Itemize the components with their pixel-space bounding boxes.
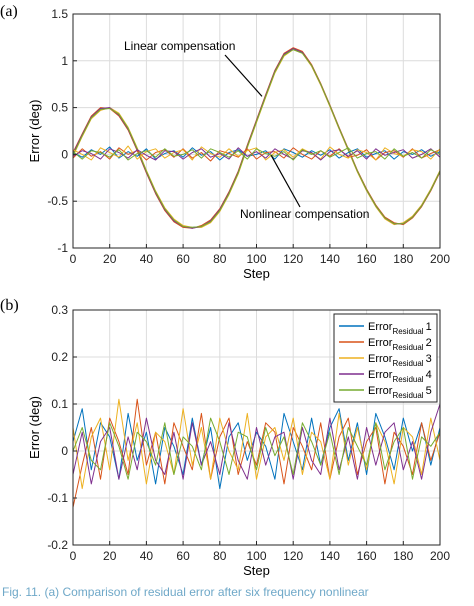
panel-b-y-tick-label: -0.1: [47, 491, 68, 505]
panel-a-label: (a): [0, 3, 18, 20]
panel-b-legend-entry: ErrorResidual 3: [368, 353, 432, 368]
figure-caption: Fig. 11. (a) Comparison of residual erro…: [2, 585, 369, 599]
panel-b-legend-entry: ErrorResidual 5: [368, 385, 432, 400]
panel-b: (b) 0 20 40 60 80 100 120 140 160 180 200 -0.2 -0.1 0…: [0, 297, 450, 578]
panel-a-y-tick-label: 0.5: [51, 101, 68, 115]
panel-a-y-tick-label: 1.5: [51, 7, 68, 21]
panel-b-series-line-2: [72, 398, 441, 508]
panel-a-y-axis-label: Error (deg): [27, 100, 42, 163]
panel-a-series-line-9: [72, 147, 441, 161]
panel-a-x-tick-label: 80: [213, 252, 227, 266]
panel-a-x-tick-label: 60: [176, 252, 190, 266]
panel-b-x-tick-label: 160: [357, 549, 377, 563]
panel-b-x-tick-label: 60: [176, 549, 190, 563]
panel-a-x-tick-label: 40: [140, 252, 154, 266]
panel-b-y-axis-label: Error (deg): [27, 396, 42, 459]
panel-b-legend-entry: ErrorResidual 1: [368, 321, 432, 336]
panel-a-y-tick-label: 0: [61, 147, 68, 161]
panel-a-series-line-5: [72, 49, 441, 228]
panel-b-y-tick-label: 0.1: [51, 397, 68, 411]
panel-b-x-tick-label: 0: [70, 549, 77, 563]
panel-a-y-tick-label: -0.5: [47, 194, 68, 208]
panel-b-series-line-3: [72, 398, 441, 490]
panel-b-x-tick-label: 140: [320, 549, 340, 563]
panel-b-x-tick-label: 100: [246, 549, 266, 563]
panel-a-series-line-8: [72, 145, 441, 161]
panel-a-x-tick-label: 120: [283, 252, 303, 266]
panel-a-x-tick-label: 100: [246, 252, 266, 266]
panel-a-x-axis-label: Step: [243, 266, 270, 281]
panel-b-series-line-1: [72, 408, 441, 490]
panel-a-x-tick-label: 140: [320, 252, 340, 266]
panel-b-legend-entry: ErrorResidual 2: [368, 337, 432, 352]
panel-a: (a) 0 20 40 60 80 100 120 140 160 180 200 -1 -0.5 0 0.…: [0, 3, 450, 281]
panel-b-legend-entry: ErrorResidual 4: [368, 369, 432, 384]
panel-a-x-tick-label: 0: [70, 252, 77, 266]
panel-a-annotation-arrow: [224, 54, 263, 97]
panel-a-series-line-10: [72, 147, 441, 161]
panel-b-y-tick-label: 0.3: [51, 303, 68, 317]
panel-a-x-tick-label: 160: [357, 252, 377, 266]
panel-b-x-tick-label: 80: [213, 549, 227, 563]
panel-b-x-tick-label: 40: [140, 549, 154, 563]
panel-a-annotation-text: Linear compensation: [124, 39, 235, 53]
panel-a-y-tick-label: -1: [57, 241, 68, 255]
panel-b-y-tick-label: -0.2: [47, 538, 68, 552]
panel-b-y-tick-label: 0.2: [51, 350, 68, 364]
panel-b-series-line-4: [72, 403, 441, 485]
panel-b-x-tick-label: 20: [103, 549, 117, 563]
panel-a-y-tick-label: 1: [61, 54, 68, 68]
panel-b-x-axis-label: Step: [243, 563, 270, 578]
panel-b-series-line-5: [72, 417, 441, 480]
panel-a-x-tick-label: 180: [393, 252, 413, 266]
panel-a-x-tick-label: 200: [430, 252, 450, 266]
panel-b-x-tick-label: 180: [393, 549, 413, 563]
panel-b-x-tick-label: 120: [283, 549, 303, 563]
panel-a-x-tick-label: 20: [103, 252, 117, 266]
panel-a-annotation-arrow: [270, 155, 301, 208]
panel-b-y-tick-label: 0: [61, 444, 68, 458]
panel-b-label: (b): [0, 297, 19, 314]
panel-b-x-tick-label: 200: [430, 549, 450, 563]
panel-a-annotation-text: Nonlinear compensation: [240, 207, 369, 221]
